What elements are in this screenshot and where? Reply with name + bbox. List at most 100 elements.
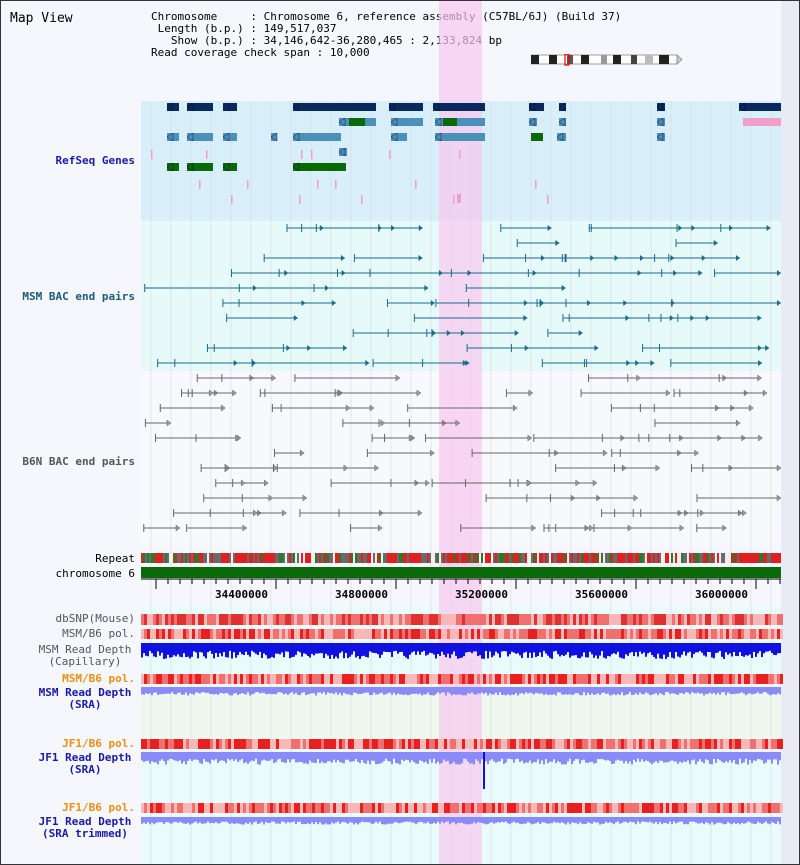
msm-read-depth-capillary [395, 643, 397, 651]
repeat-element [215, 553, 217, 563]
msm-b6-polymorphism-sra [714, 674, 717, 684]
jf1-read-depth-sra [373, 752, 375, 761]
msm-read-depth-capillary [521, 643, 523, 658]
repeat-element [675, 553, 677, 563]
jf1-b6-polymorphism [501, 739, 504, 749]
dbsnp-density [750, 614, 753, 625]
msm-bac-arrow [555, 240, 560, 246]
jf1-b6-polymorphism [366, 739, 369, 749]
jf1-b6-polymorphism [381, 739, 384, 749]
jf1-b6-polymorphism-trimmed [252, 803, 255, 813]
msm-read-depth-sra [711, 687, 713, 694]
msm-read-depth-capillary [543, 643, 545, 651]
msm-b6-polymorphism [168, 629, 171, 639]
msm-b6-polymorphism-sra [711, 674, 714, 684]
repeat-element [319, 553, 321, 563]
jf1-b6-polymorphism [720, 739, 723, 749]
dbsnp-density [417, 614, 420, 625]
jf1-b6-polymorphism-trimmed [276, 803, 279, 813]
msm-read-depth-sra [569, 687, 571, 695]
msm-read-depth-sra [243, 687, 245, 694]
msm-b6-polymorphism-sra [330, 674, 333, 684]
msm-read-depth-sra [299, 687, 301, 696]
gene-arrow [656, 132, 664, 142]
gene-exon-mark [301, 150, 303, 159]
jf1-b6-polymorphism [645, 739, 648, 749]
jf1-read-depth-sra [147, 752, 149, 761]
msm-read-depth-capillary [677, 643, 679, 657]
jf1-read-depth-trimmed [767, 817, 769, 824]
jf1-read-depth-sra [245, 752, 247, 763]
b6n-bac-arrow [209, 389, 214, 397]
msm-bac-arrow [446, 330, 451, 336]
msm-b6-polymorphism [525, 629, 528, 639]
jf1-read-depth-trimmed [639, 817, 641, 824]
repeat-element [433, 553, 435, 563]
msm-b6-polymorphism-sra [318, 674, 321, 684]
msm-read-depth-capillary [337, 643, 339, 659]
repeat-element [535, 553, 537, 563]
jf1-b6-polymorphism [453, 739, 456, 749]
jf1-b6-polymorphism [369, 739, 372, 749]
msm-read-depth-sra [689, 687, 691, 695]
jf1-read-depth-trimmed [519, 817, 521, 824]
jf1-b6-polymorphism-trimmed [171, 803, 174, 813]
dbsnp-density [381, 614, 384, 625]
jf1-read-depth-sra [151, 752, 153, 762]
jf1-read-depth-sra [645, 752, 647, 761]
msm-read-depth-capillary [669, 643, 671, 653]
jf1-read-depth-sra [711, 752, 713, 765]
gene-feature [443, 118, 457, 126]
jf1-read-depth-trimmed [689, 817, 691, 822]
msm-read-depth-sra [757, 687, 759, 693]
dbsnp-density [603, 614, 606, 625]
msm-read-depth-sra [175, 687, 177, 695]
jf1-b6-polymorphism [288, 739, 291, 749]
jf1-read-depth-trimmed [685, 817, 687, 824]
msm-b6-polymorphism-sra [387, 674, 390, 684]
msm-b6-polymorphism-sra [324, 674, 327, 684]
jf1-read-depth-trimmed [707, 817, 709, 823]
msm-b6-polymorphism-sra [297, 674, 300, 684]
jf1-b6-polymorphism-trimmed [273, 803, 276, 813]
msm-read-depth-capillary [513, 643, 515, 653]
jf1-b6-polymorphism-trimmed [390, 803, 393, 813]
dbsnp-density [753, 614, 756, 625]
msm-read-depth-capillary [755, 643, 757, 657]
jf1-b6-polymorphism [429, 739, 432, 749]
repeat-element [647, 553, 649, 563]
repeat-element [179, 553, 181, 563]
gene-arrow [292, 102, 300, 112]
repeat-element [591, 553, 593, 563]
jf1-read-depth-sra [167, 752, 169, 761]
jf1-read-depth-trimmed [289, 817, 291, 823]
repeat-element [743, 553, 745, 563]
msm-bac-arrow [777, 270, 781, 276]
gene-arrow [186, 102, 194, 112]
b6n-bac-arrow [271, 374, 277, 382]
msm-b6-polymorphism [471, 629, 474, 639]
jf1-b6-polymorphism-trimmed [648, 803, 651, 813]
jf1-b6-polymorphism [438, 739, 441, 749]
msm-bac-arrow [650, 360, 655, 366]
dbsnp-density [582, 614, 585, 625]
msm-b6-polymorphism [342, 629, 345, 639]
repeat-element [303, 553, 305, 563]
jf1-b6-polymorphism-trimmed [468, 803, 471, 813]
jf1-b6-polymorphism-trimmed [447, 803, 450, 813]
msm-read-depth-sra [581, 687, 583, 696]
msm-read-depth-sra [697, 687, 699, 693]
jf1-b6-polymorphism-trimmed [456, 803, 459, 813]
jf1-read-depth-trimmed [625, 817, 627, 822]
chromosome-ideogram[interactable] [531, 54, 683, 66]
dbsnp-density [639, 614, 642, 625]
jf1-b6-polymorphism-trimmed [240, 803, 243, 813]
jf1-b6-polymorphism [420, 739, 423, 749]
msm-b6-polymorphism-sra [279, 674, 282, 684]
msm-read-depth-sra [369, 687, 371, 696]
msm-b6-polymorphism-sra [195, 674, 198, 684]
msm-read-depth-capillary [519, 643, 521, 656]
jf1-read-depth-trimmed [665, 817, 667, 823]
dbsnp-density [336, 614, 339, 625]
